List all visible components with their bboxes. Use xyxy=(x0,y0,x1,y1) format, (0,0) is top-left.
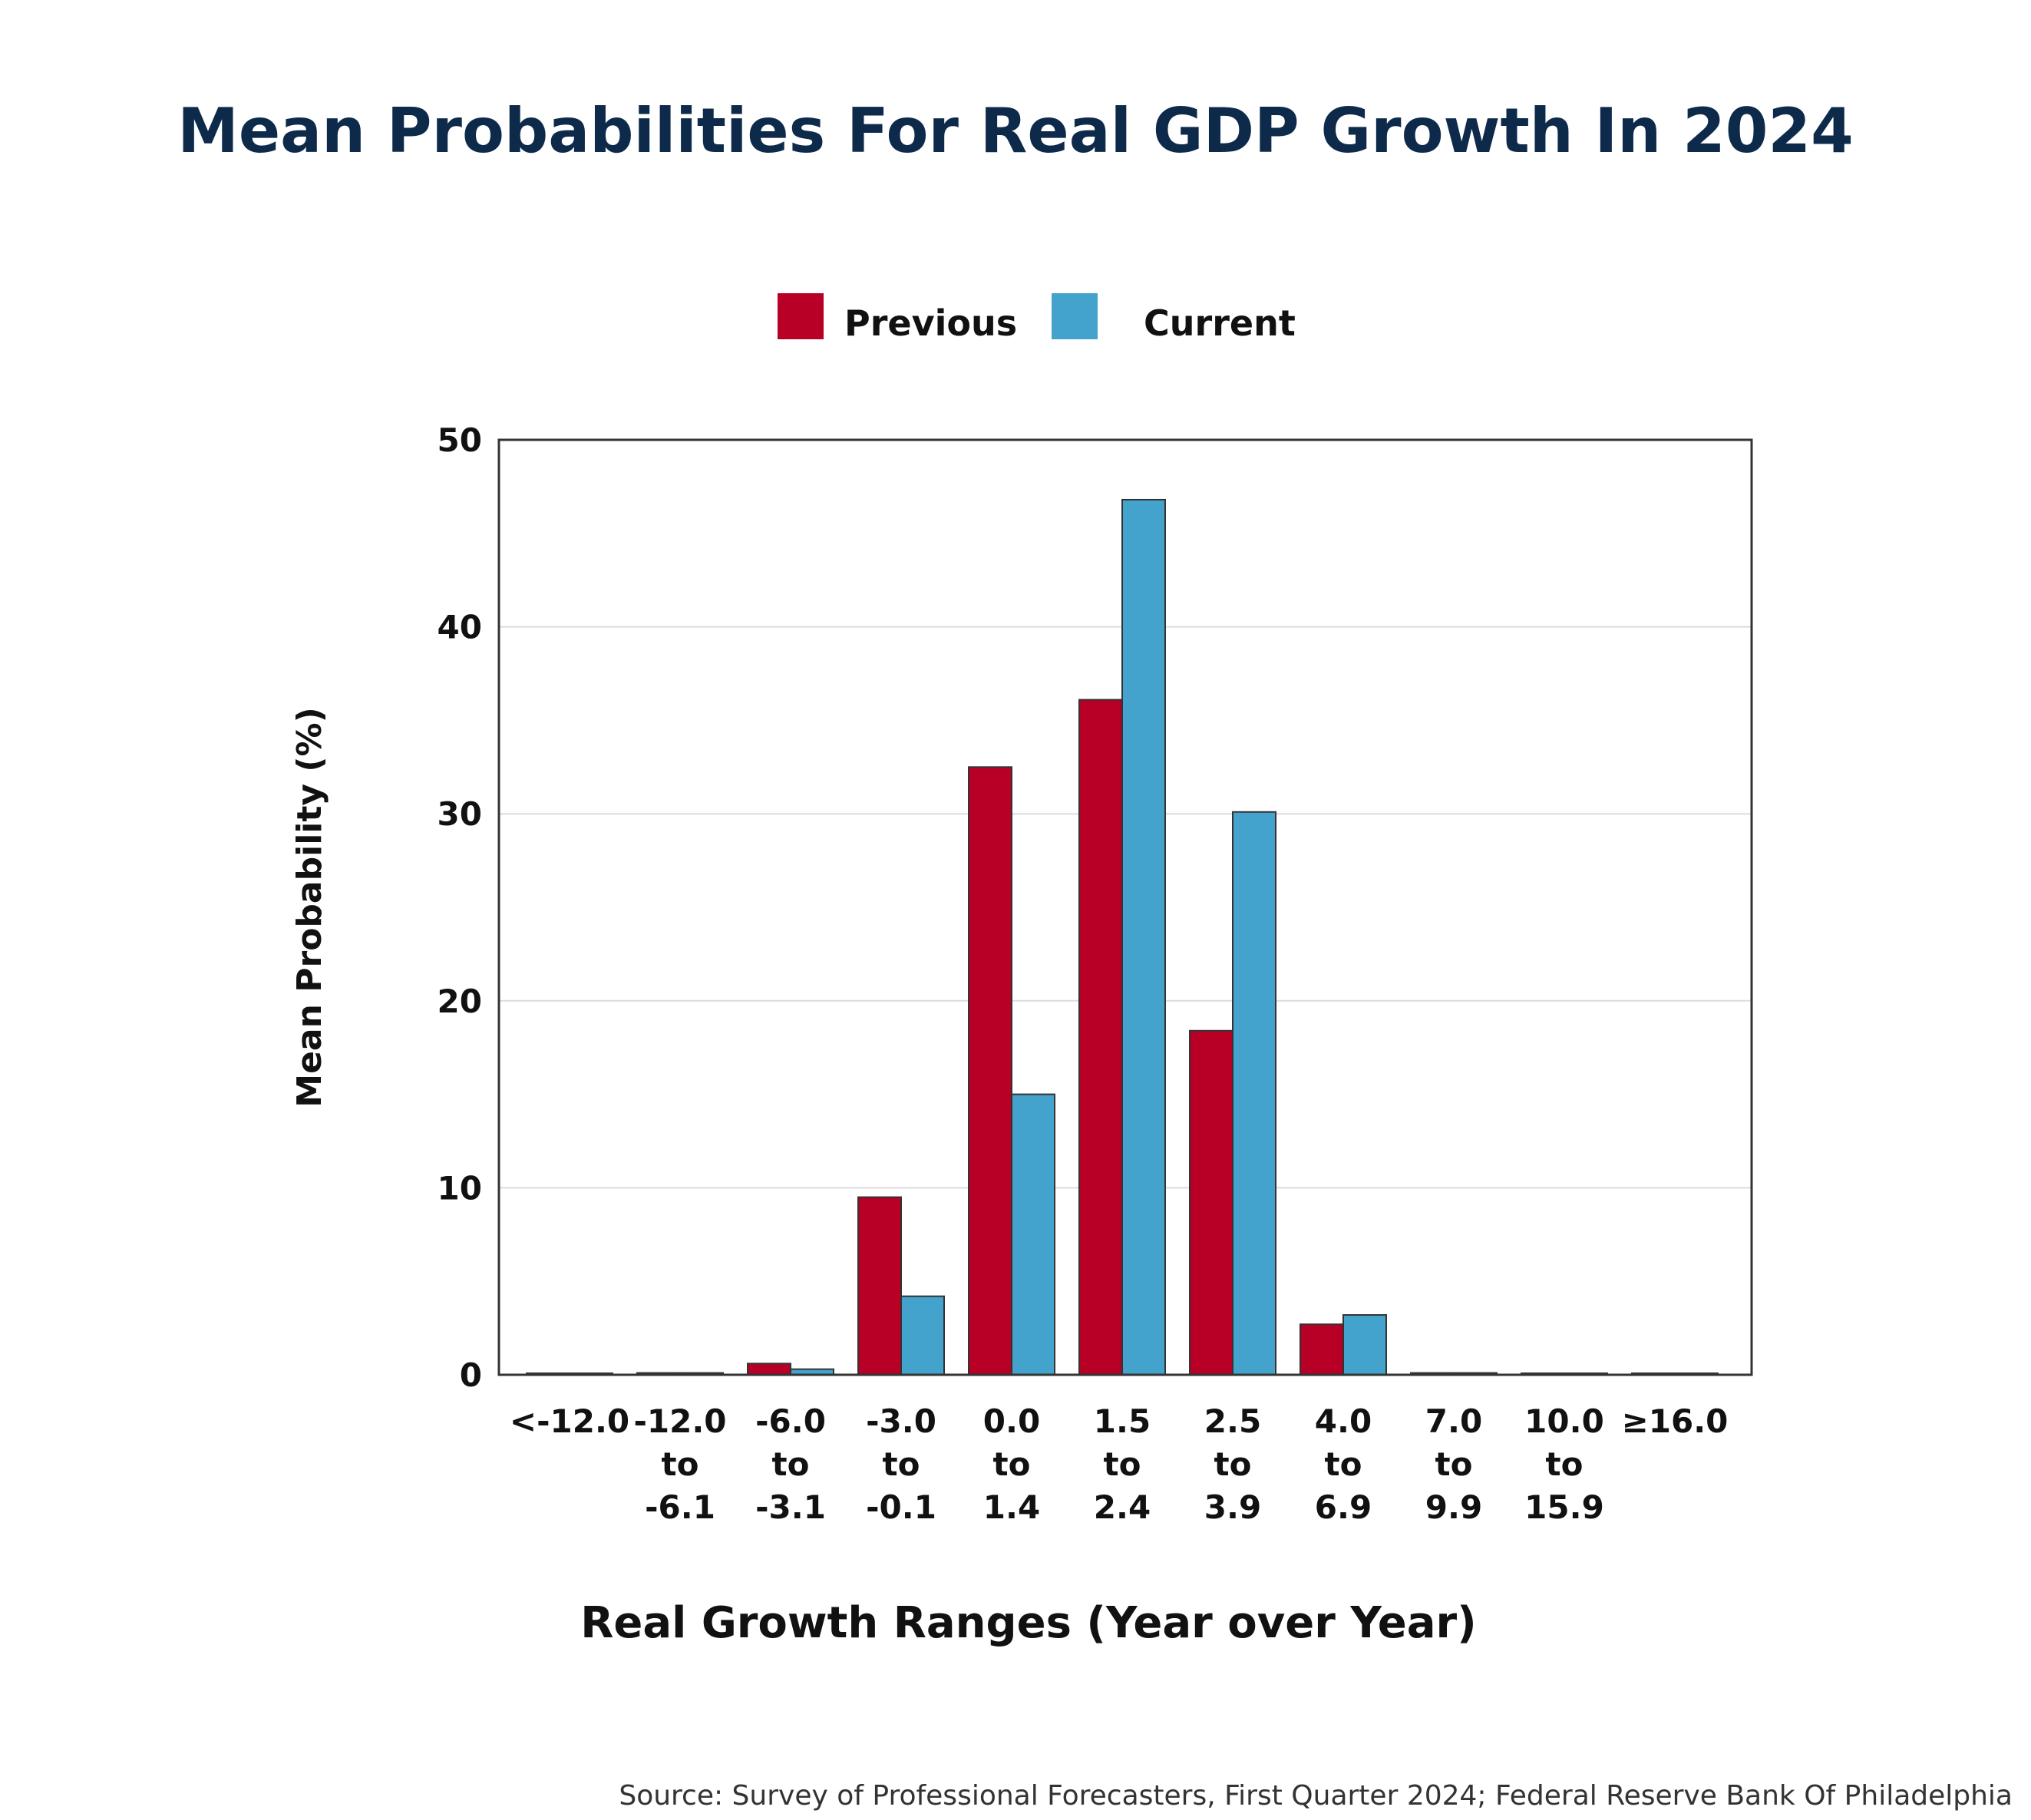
y-tick-label: 20 xyxy=(438,983,482,1020)
legend-label-current: Current xyxy=(1144,302,1296,344)
x-tick-line: ≥16.0 xyxy=(1622,1402,1729,1440)
x-tick-line: 7.0 xyxy=(1425,1402,1482,1440)
x-tick-label: ≥16.0 xyxy=(1622,1402,1729,1440)
bar-current-3 xyxy=(900,1295,945,1376)
x-tick-line: -12.0 xyxy=(633,1402,726,1440)
bars xyxy=(526,498,1719,1376)
x-tick-label: 1.5 to 2.4 xyxy=(1094,1402,1151,1526)
x-tick-label: -6.0 to -3.1 xyxy=(755,1402,826,1526)
x-tick-label: 0.0 to 1.4 xyxy=(983,1402,1040,1526)
x-tick-label: 4.0 to 6.9 xyxy=(1315,1402,1372,1526)
x-tick-line: 15.9 xyxy=(1524,1488,1604,1526)
y-tick-label: 0 xyxy=(460,1356,482,1394)
x-tick-line: 6.9 xyxy=(1315,1488,1372,1526)
x-tick-line: 2.4 xyxy=(1094,1488,1151,1526)
legend: Previous Current xyxy=(778,293,1296,344)
y-tick-label: 10 xyxy=(438,1169,482,1207)
bar-previous-4 xyxy=(968,766,1012,1376)
x-tick-line: to xyxy=(1104,1445,1141,1483)
bar-previous-5 xyxy=(1078,699,1123,1376)
x-tick-line: -0.1 xyxy=(866,1488,936,1526)
y-axis-ticks: 0 10 20 30 40 50 xyxy=(438,421,482,1394)
x-tick-line: 1.5 xyxy=(1094,1402,1151,1440)
x-tick-line: -6.1 xyxy=(645,1488,715,1526)
legend-swatch-previous xyxy=(778,293,824,339)
x-tick-label: -3.0 to -0.1 xyxy=(866,1402,936,1526)
x-axis-title: Real Growth Ranges (Year over Year) xyxy=(580,1598,1477,1648)
x-tick-line: to xyxy=(883,1445,920,1483)
bar-current-7 xyxy=(1342,1314,1387,1376)
x-tick-line: 1.4 xyxy=(983,1488,1040,1526)
legend-swatch-current xyxy=(1052,293,1098,339)
bar-previous-6 xyxy=(1189,1029,1233,1376)
x-tick-line: -6.0 xyxy=(755,1402,826,1440)
x-tick-line: to xyxy=(993,1445,1031,1483)
y-tick-label: 30 xyxy=(438,795,482,833)
x-tick-label: 7.0 to 9.9 xyxy=(1425,1402,1482,1526)
bar-previous-3 xyxy=(857,1196,902,1376)
x-tick-line: to xyxy=(772,1445,810,1483)
bar-current-5 xyxy=(1121,498,1166,1376)
bar-current-4 xyxy=(1011,1093,1055,1376)
y-axis-title: Mean Probability (%) xyxy=(290,707,329,1107)
x-tick-line: 0.0 xyxy=(983,1402,1040,1440)
legend-label-previous: Previous xyxy=(844,302,1017,344)
x-tick-line: <-12.0 xyxy=(510,1402,629,1440)
x-tick-line: to xyxy=(1435,1445,1473,1483)
bar-previous-2 xyxy=(747,1363,791,1376)
x-tick-label: <-12.0 xyxy=(510,1402,629,1440)
x-tick-label: -12.0 to -6.1 xyxy=(633,1402,726,1526)
x-tick-line: to xyxy=(1214,1445,1252,1483)
x-tick-line: -3.0 xyxy=(866,1402,936,1440)
x-tick-line: 4.0 xyxy=(1315,1402,1372,1440)
x-tick-label: 10.0 to 15.9 xyxy=(1524,1402,1604,1526)
x-tick-line: -3.1 xyxy=(755,1488,826,1526)
x-tick-line: to xyxy=(662,1445,699,1483)
x-tick-label: 2.5 to 3.9 xyxy=(1204,1402,1261,1526)
x-tick-line: 9.9 xyxy=(1425,1488,1482,1526)
x-tick-line: to xyxy=(1325,1445,1362,1483)
x-axis-ticks: <-12.0 -12.0 to -6.1 -6.0 to -3.1 -3.0 to -0.1 0.0… xyxy=(510,1402,1729,1526)
bar-current-6 xyxy=(1232,811,1276,1376)
source-note: Source: Survey of Professional Forecaste… xyxy=(619,1780,2013,1812)
x-tick-line: 3.9 xyxy=(1204,1488,1261,1526)
x-tick-line: 10.0 xyxy=(1524,1402,1604,1440)
y-tick-label: 50 xyxy=(438,421,482,459)
x-tick-line: 2.5 xyxy=(1204,1402,1261,1440)
x-tick-line: to xyxy=(1546,1445,1584,1483)
chart-title: Mean Probabilities For Real GDP Growth I… xyxy=(177,95,1853,167)
bar-previous-7 xyxy=(1300,1323,1344,1376)
y-tick-label: 40 xyxy=(438,609,482,646)
plot-frame xyxy=(497,438,1753,1376)
